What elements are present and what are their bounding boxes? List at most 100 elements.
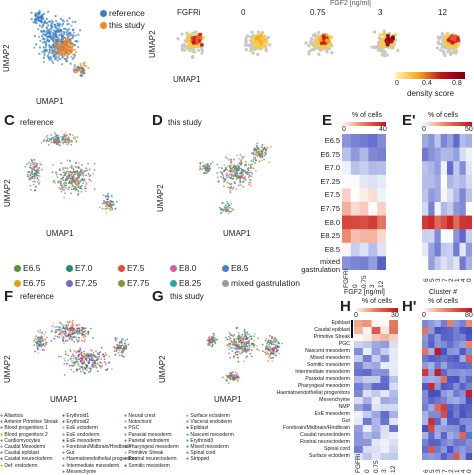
umap-point [105,211,108,214]
heatmap-cell [380,439,390,447]
celltype-legend-item: ● Nascent mesoderm [186,432,234,439]
umap-point [72,362,75,364]
umap-point [230,347,233,349]
heatmap-row-label: E6.5 [324,136,340,145]
density-background-point [385,53,389,57]
umap-point [59,50,62,53]
panel-g: G this study UMAP2 UMAP1 [150,288,300,418]
heatmap-cell [342,147,352,162]
heatmap-cell [447,147,454,162]
umap-point [121,354,124,357]
umap-point [79,365,81,368]
umap-point [82,370,84,372]
heatmap-cell [428,404,435,412]
umap-point [228,352,231,355]
umap-point [109,209,112,212]
heatmap-cell [362,369,372,377]
umap-point [112,203,114,206]
umap-point [46,139,49,141]
heatmap-cell [434,202,442,216]
heatmap-cell [371,348,381,356]
umap-point [277,341,279,344]
heatmap-cell [428,320,435,328]
heatmap-cell [428,418,435,426]
density-background-point [244,48,248,52]
umap-point [50,138,53,140]
density-background-point [436,40,440,44]
heatmap-cell [359,242,369,257]
heatmap-cell [434,215,442,230]
umap-point [75,187,77,190]
conc-label: 0.75 [310,8,326,17]
heatmap-cell [447,432,454,440]
umap-point [216,163,219,166]
umap-point [237,165,240,168]
umap-point [275,350,277,353]
umap-point [267,360,270,362]
heatmap-cell [465,242,472,257]
density-background-point [450,51,454,55]
heatmap-cell [371,362,381,370]
umap-point [275,354,278,357]
heatmap-cell [434,355,442,363]
umap-point [56,176,59,179]
heatmap-cell [453,341,460,349]
umap-point [103,358,106,361]
umap-point [32,180,35,183]
density-hotspot [254,36,259,41]
heatmap-cell [434,362,442,370]
umap-point [57,355,60,358]
umap-point [237,354,239,356]
umap-point [267,340,269,343]
umap-point [211,343,214,346]
umap-point [54,135,57,138]
umap-point [259,156,262,159]
umap-point [39,175,41,178]
heatmap-cell [453,334,460,342]
heatmap-cell [447,355,454,363]
umap-point [93,162,96,165]
umap-point [87,333,90,336]
density-background-point [440,32,445,36]
heatmap-cell [362,446,372,454]
umap-point [227,376,230,378]
heatmap-cell [447,341,454,349]
heatmap-col-label: 0 [351,284,359,288]
heatmap-cell [447,174,454,189]
umap-point [55,141,57,143]
umap-point [268,161,270,164]
umap-point [124,339,127,342]
stage-legend-item: E8.0 [170,263,197,273]
umap-point [223,185,225,188]
scale-min: 0 [354,312,358,319]
umap-point [45,341,48,344]
umap-point [265,149,268,151]
heatmap-cell [342,161,352,176]
umap-point [244,175,247,178]
density-hotspot [199,42,204,47]
umap-point [38,345,41,347]
heatmap-cell [447,369,454,377]
umap-point [92,359,95,362]
umap-point [228,331,230,334]
scale-min: 0 [422,312,426,319]
umap-point [70,333,73,336]
umap-point [228,164,231,167]
umap-point [92,337,94,339]
heatmap-cell [389,453,398,460]
umap-point [224,178,227,181]
umap-point [87,355,90,358]
umap-point [79,63,82,66]
heatmap-cell [453,439,460,447]
heatmap-cell [422,341,429,349]
density-background-point [377,36,382,40]
umap-point [256,348,259,351]
umap-point [237,177,240,179]
umap-point [35,14,38,18]
umap-point [61,337,64,340]
umap-point [247,171,250,174]
umap-point [49,20,52,23]
umap-point [80,366,83,368]
umap-point [210,335,213,338]
heatmap-cell [447,188,454,203]
